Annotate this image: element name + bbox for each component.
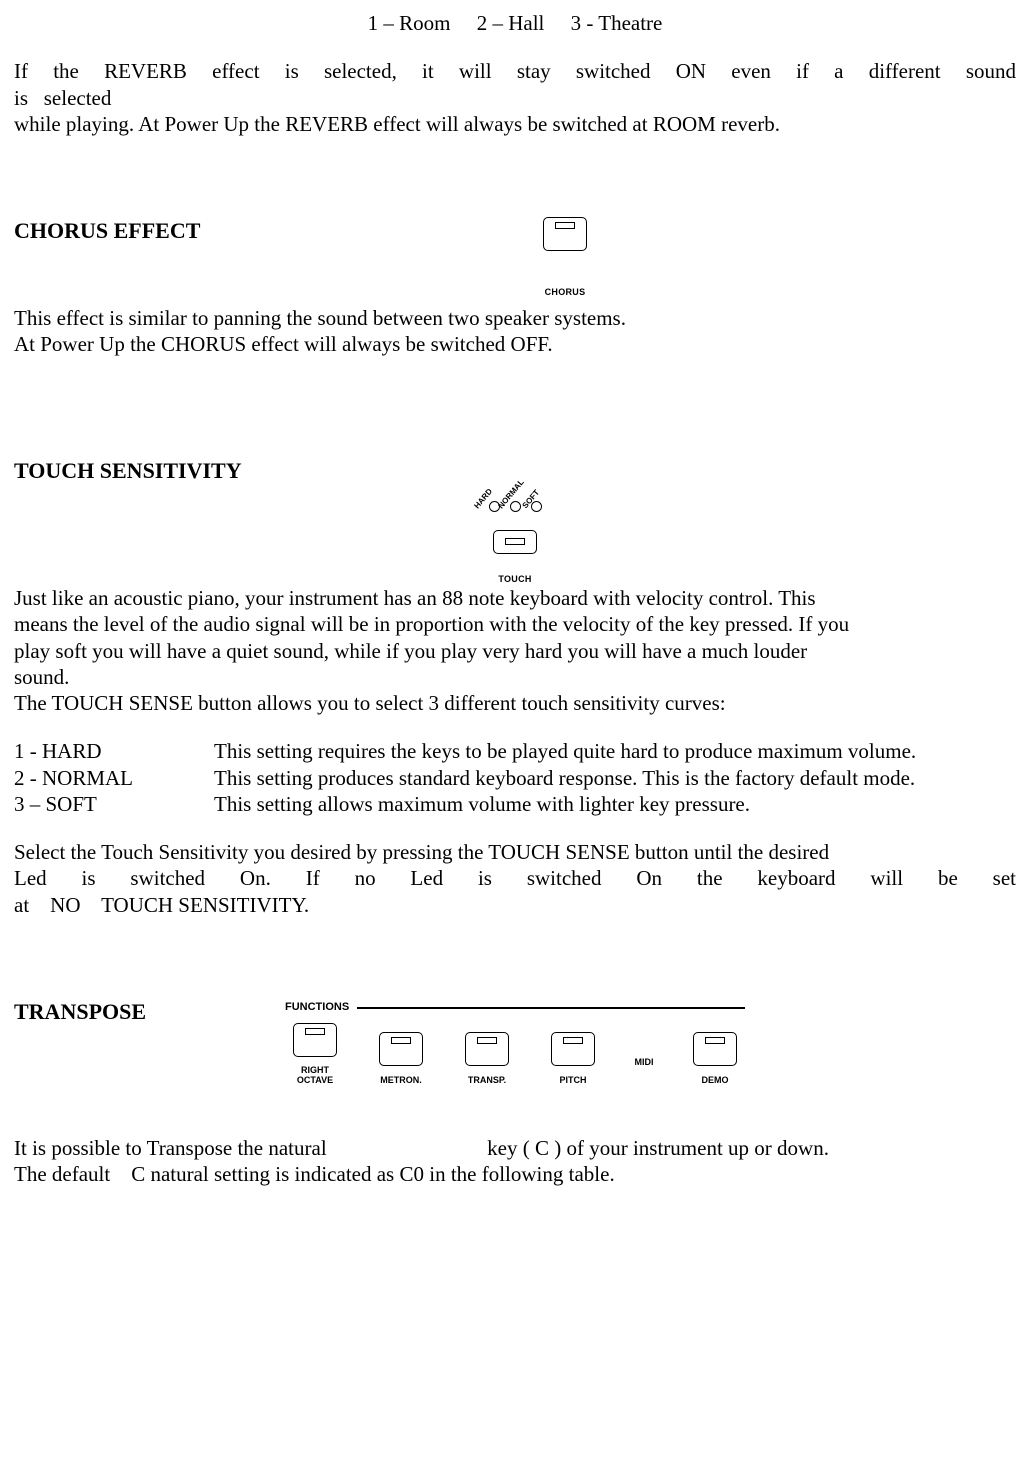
touch-p1a: Just like an acoustic piano, your instru… [14,585,1016,611]
transpose-line1: It is possible to Transpose the natural … [14,1135,1016,1161]
pitch-label: PITCH [543,1076,603,1085]
functions-title: FUNCTIONS [285,1001,349,1015]
touch-p1d: sound. [14,664,1016,690]
transpose-line2: The default C natural setting is indicat… [14,1161,1016,1187]
metron-button-icon [379,1032,423,1066]
reverb-paragraph-line2: is selected [14,85,1016,111]
document-page: 1 – Room 2 – Hall 3 - Theatre If the REV… [0,0,1030,1228]
reverb-options-line: 1 – Room 2 – Hall 3 - Theatre [14,10,1016,36]
touch-button-icon [493,530,537,554]
touch-item-soft: 3 – SOFT This setting allows maximum vol… [14,791,1016,817]
touch-p2: The TOUCH SENSE button allows you to sel… [14,690,1016,716]
transp-button-icon [465,1032,509,1066]
touch-item-normal: 2 - NORMAL This setting produces standar… [14,765,1016,791]
touch-select-l2: Led is switched On. If no Led is switche… [14,865,1016,891]
chorus-button-label: CHORUS [264,287,866,298]
reverb-paragraph-line1: If the REVERB effect is selected, it wil… [14,58,1016,84]
chorus-line1: This effect is similar to panning the so… [14,305,1016,331]
touch-p1b: means the level of the audio signal will… [14,611,1016,637]
transp-label: TRANSP. [457,1076,517,1085]
touch-p1c: play soft you will have a quiet sound, w… [14,638,1016,664]
reverb-paragraph-line3: while playing. At Power Up the REVERB ef… [14,111,1016,137]
touch-select-l3: at NO TOUCH SENSITIVITY. [14,892,1016,918]
chorus-button-icon [543,217,587,251]
functions-panel-icon: FUNCTIONS RIGHT OCTAVE METRON. TRANSP. [285,1001,745,1085]
pitch-button-icon [551,1032,595,1066]
touch-select-l1: Select the Touch Sensitivity you desired… [14,839,1016,865]
demo-label: DEMO [685,1076,745,1085]
right-octave-button-icon [293,1023,337,1057]
midi-label: MIDI [629,1058,659,1067]
touch-item-hard: 1 - HARD This setting requires the keys … [14,738,1016,764]
chorus-line2: At Power Up the CHORUS effect will alway… [14,331,1016,357]
metron-label: METRON. [371,1076,431,1085]
demo-button-icon [693,1032,737,1066]
touch-leds-icon [14,501,1016,512]
right-octave-label: RIGHT OCTAVE [285,1066,345,1085]
touch-button-label: TOUCH [14,574,1016,585]
